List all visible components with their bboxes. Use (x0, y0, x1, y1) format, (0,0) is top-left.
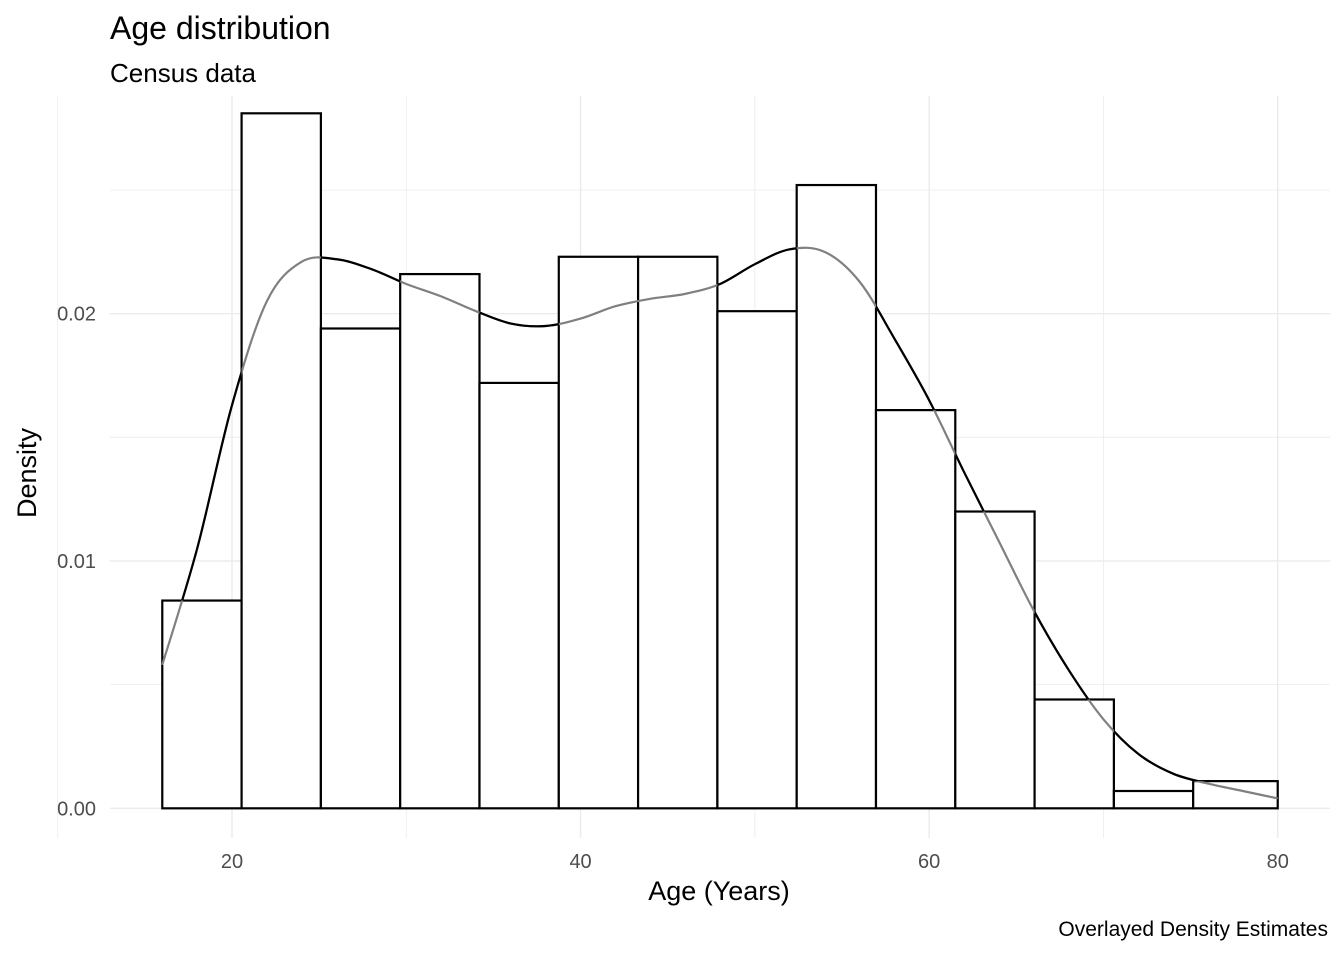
chart-caption: Overlayed Density Estimates (1058, 918, 1328, 941)
chart-title: Age distribution (110, 10, 331, 46)
histogram-bar (478, 381, 560, 810)
y-axis-ticks: 0.00 0.01 0.02 (57, 304, 96, 821)
histogram-bars (161, 112, 1279, 810)
chart-subtitle: Census data (110, 58, 256, 88)
y-tick-label: 0.00 (57, 798, 96, 820)
histogram-bar (240, 112, 322, 810)
histogram-bar (399, 272, 481, 810)
x-tick-label: 40 (569, 851, 591, 873)
x-tick-label: 20 (221, 851, 243, 873)
histogram-bar (954, 510, 1036, 810)
y-tick-label: 0.02 (57, 304, 96, 326)
x-tick-label: 60 (918, 851, 940, 873)
histogram-bar (1112, 789, 1195, 810)
histogram-bar (874, 409, 957, 810)
x-axis-ticks: 20 40 60 80 (221, 851, 1289, 873)
x-axis-title: Age (Years) (648, 876, 790, 906)
histogram-bar (1033, 698, 1115, 810)
histogram-bar (161, 599, 243, 810)
x-tick-label: 80 (1267, 851, 1289, 873)
histogram-bar (795, 183, 878, 810)
histogram-bar (557, 255, 640, 810)
y-tick-label: 0.01 (57, 551, 96, 573)
y-axis-title: Density (12, 427, 42, 518)
histogram-bar (716, 310, 798, 810)
density-curve (161, 246, 1278, 800)
histogram-bar (319, 327, 402, 810)
histogram-bar (636, 255, 719, 810)
